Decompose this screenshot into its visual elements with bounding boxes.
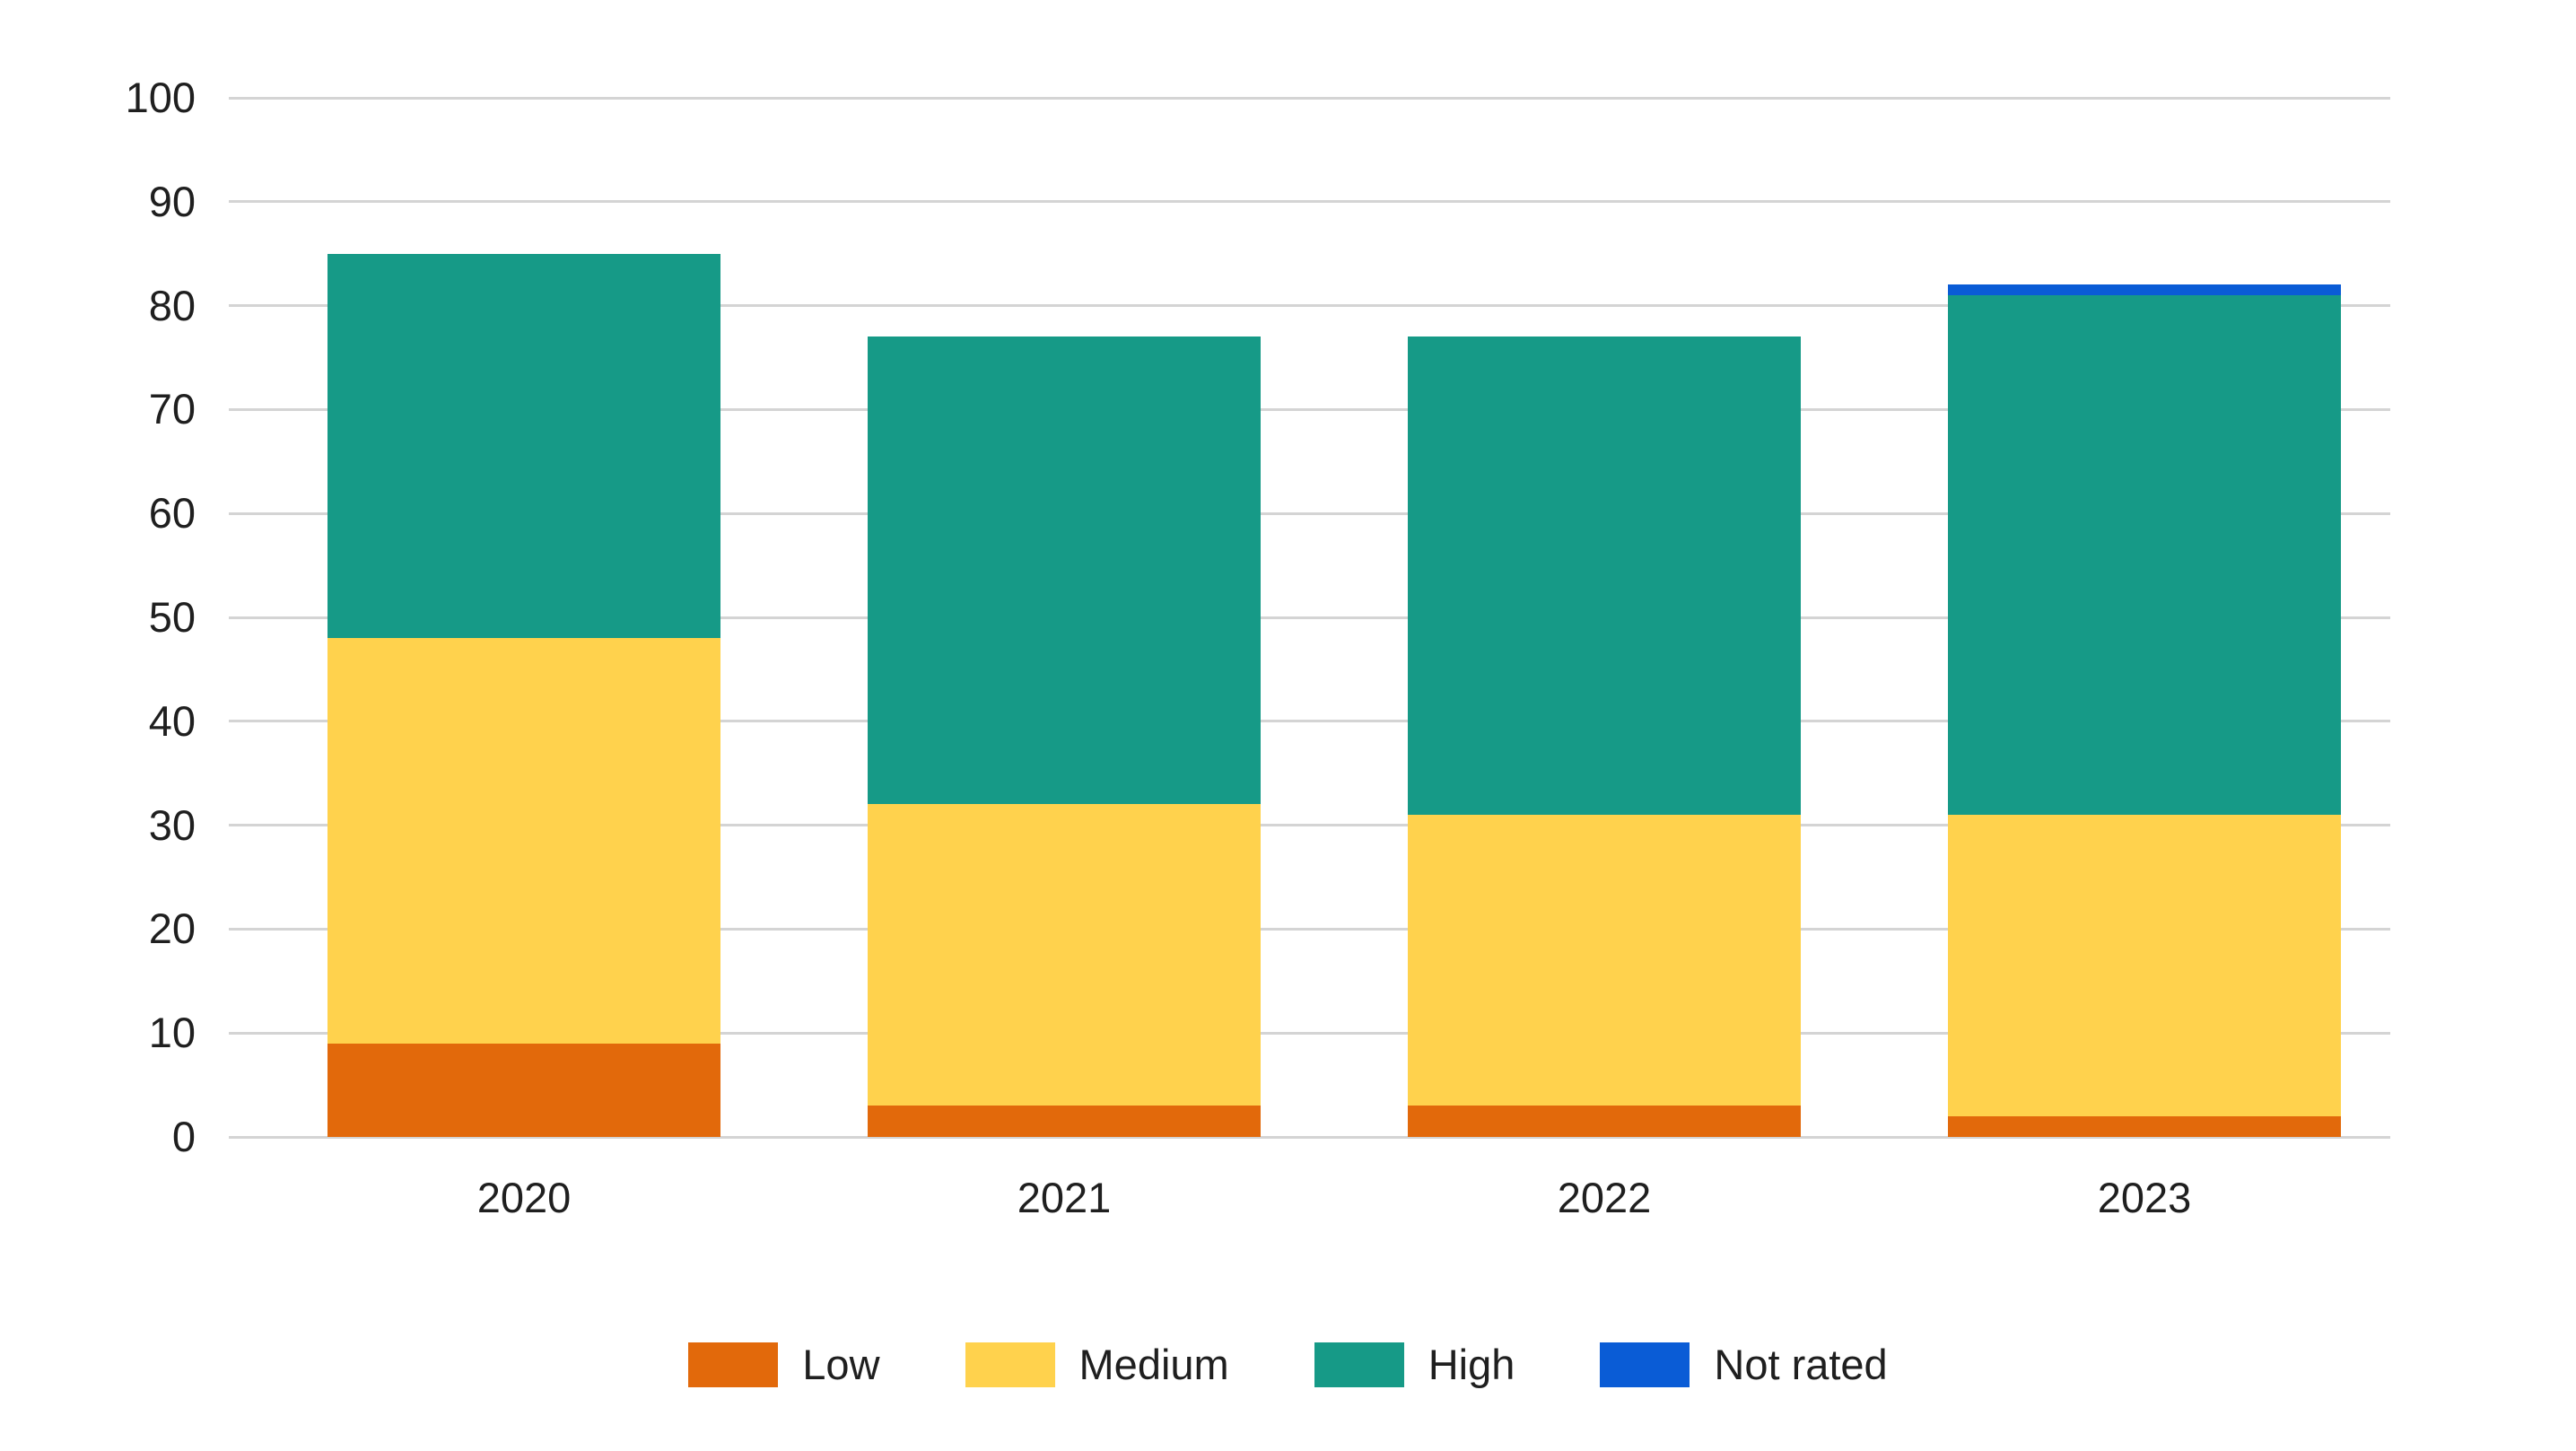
- x-axis-label: 2023: [2097, 1174, 2192, 1221]
- gridline: [229, 824, 2390, 827]
- legend-swatch-high: [1314, 1342, 1404, 1387]
- y-axis-label: 70: [148, 385, 196, 433]
- chart-legend: Low Medium High Not rated: [0, 1342, 2576, 1387]
- gridline: [229, 407, 2390, 411]
- y-axis-label: 0: [171, 1113, 196, 1160]
- legend-item-medium[interactable]: Medium: [965, 1342, 1229, 1387]
- gridline: [229, 1031, 2390, 1035]
- y-axis-label: 10: [148, 1009, 196, 1057]
- y-axis-label: 100: [125, 74, 196, 121]
- y-axis-label: 30: [148, 800, 196, 849]
- gridline: [229, 616, 2390, 619]
- y-axis-label: 50: [148, 593, 196, 641]
- legend-label: Medium: [1078, 1341, 1229, 1388]
- gridline: [229, 304, 2390, 308]
- bar-2023-not-rated-segment[interactable]: [1948, 284, 2341, 296]
- x-axis-label: 2022: [1557, 1174, 1652, 1221]
- legend-label: Not rated: [1714, 1341, 1888, 1388]
- y-axis-label: 20: [148, 905, 196, 953]
- gridline: [229, 1135, 2390, 1139]
- legend-item-not-rated[interactable]: Not rated: [1600, 1341, 1888, 1388]
- y-axis-label: 60: [148, 489, 196, 538]
- bar-2020-high-segment[interactable]: [327, 253, 720, 639]
- bar-2020-medium-segment[interactable]: [327, 638, 720, 1044]
- x-axis-label: 2020: [476, 1174, 572, 1221]
- legend-item-high[interactable]: High: [1314, 1342, 1515, 1387]
- bar-2023-low-segment[interactable]: [1948, 1115, 2341, 1137]
- legend-label: Low: [802, 1341, 880, 1388]
- bar-2022-medium-segment[interactable]: [1408, 815, 1801, 1106]
- legend-swatch-not-rated: [1600, 1342, 1690, 1387]
- gridline: [229, 511, 2390, 515]
- y-axis-label: 80: [148, 281, 196, 329]
- y-axis-label: 90: [148, 177, 196, 225]
- gridline: [229, 96, 2390, 100]
- legend-swatch-low: [688, 1342, 779, 1387]
- gridline: [229, 720, 2390, 723]
- gridline: [229, 927, 2390, 931]
- legend-label: High: [1428, 1341, 1515, 1388]
- bar-2022-low-segment[interactable]: [1408, 1106, 1801, 1137]
- bar-2021-low-segment[interactable]: [868, 1106, 1261, 1137]
- x-axis-label: 2021: [1017, 1174, 1112, 1221]
- y-axis-label: 40: [148, 696, 196, 745]
- legend-swatch-medium: [965, 1342, 1055, 1387]
- bar-2023-high-segment[interactable]: [1948, 295, 2341, 816]
- gridline: [229, 200, 2390, 204]
- legend-item-low[interactable]: Low: [688, 1341, 880, 1388]
- bar-2020-low-segment[interactable]: [327, 1043, 720, 1137]
- bar-2022-high-segment[interactable]: [1408, 337, 1801, 815]
- bar-2021-high-segment[interactable]: [868, 337, 1261, 805]
- bar-2021-medium-segment[interactable]: [868, 804, 1261, 1106]
- bar-2023-medium-segment[interactable]: [1948, 815, 2341, 1116]
